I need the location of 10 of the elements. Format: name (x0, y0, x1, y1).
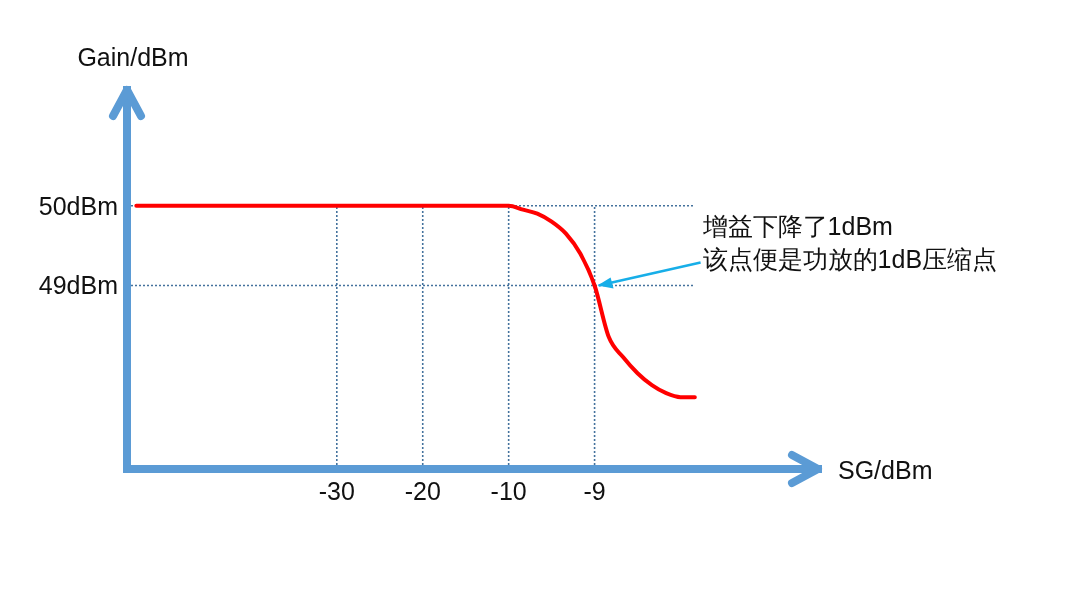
y-tick-label: 50dBm (38, 191, 118, 220)
y-tick-label: 49dBm (38, 271, 118, 300)
x-tick-label: -10 (490, 476, 527, 505)
y-axis-title: Gain/dBm (77, 43, 189, 71)
x-tick-label: -9 (583, 476, 606, 505)
line-series (134, 203, 697, 400)
x-tick-label: -30 (318, 476, 355, 505)
x-axis-title: SG/dBm (838, 456, 933, 484)
annotation: 增益下降了1dBm 该点便是功放的1dB压缩点 (701, 212, 998, 274)
x-tick-label: -20 (404, 476, 441, 505)
